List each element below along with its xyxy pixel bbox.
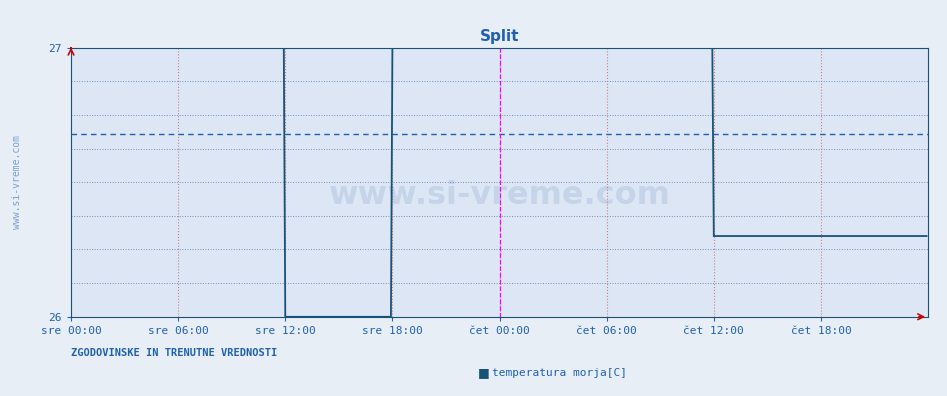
Text: www.si-vreme.com: www.si-vreme.com [12,135,22,229]
Text: ■: ■ [478,367,490,379]
Title: Split: Split [480,29,519,44]
Text: ZGODOVINSKE IN TRENUTNE VREDNOSTI: ZGODOVINSKE IN TRENUTNE VREDNOSTI [71,348,277,358]
Text: temperatura morja[C]: temperatura morja[C] [492,368,628,378]
Text: www.si-vreme.com: www.si-vreme.com [329,180,670,211]
